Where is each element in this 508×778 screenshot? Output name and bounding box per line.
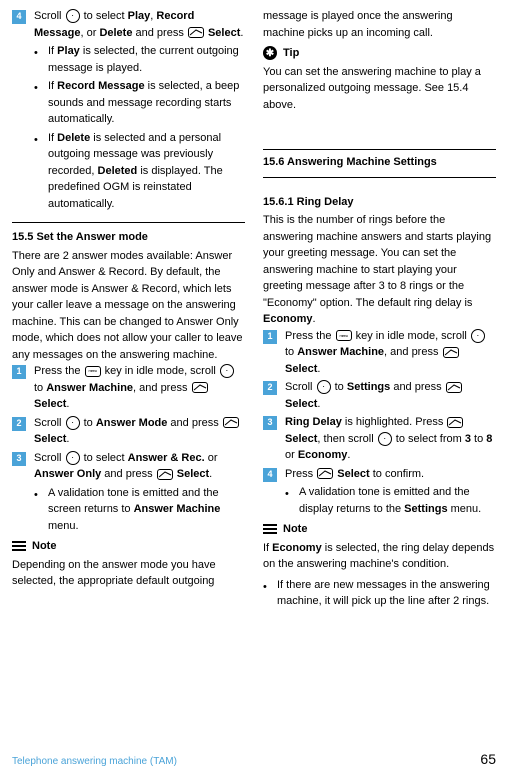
step-number: 1 [12, 365, 26, 379]
softkey-icon [157, 469, 173, 480]
section-divider [12, 222, 245, 223]
note-label: Note [283, 521, 307, 538]
step-item: 2 Scroll to Settings and press Select. [263, 379, 496, 412]
bullet-text: A validation tone is emitted and the dis… [299, 484, 496, 517]
nav-key-icon [220, 364, 234, 378]
nav-key-icon [66, 416, 80, 430]
steps-list: 1 Press the key in idle mode, scroll to A… [12, 363, 245, 483]
bullet-marker: • [34, 132, 40, 213]
step-text: Scroll to Answer Mode and press Select. [34, 415, 245, 448]
tip-label: Tip [283, 45, 299, 62]
nav-key-icon [317, 380, 331, 394]
step-number: 3 [12, 452, 26, 466]
softkey-icon [446, 382, 462, 393]
softkey-icon [188, 27, 204, 38]
step-text: Press the key in idle mode, scroll to An… [285, 328, 496, 378]
step-number: 2 [12, 417, 26, 431]
step-text: Ring Delay is highlighted. Press Select,… [285, 414, 496, 464]
bullet-marker: • [34, 80, 40, 128]
section-15-6-1-body: This is the number of rings before the a… [263, 212, 496, 328]
bullet-item: • If Play is selected, the current outgoi… [34, 43, 245, 76]
step-text: Press the key in idle mode, scroll to An… [34, 363, 245, 413]
bullet-item: •If Record Message is selected, a beep s… [34, 78, 245, 128]
step-number: 1 [263, 330, 277, 344]
page-footer: Telephone answering machine (TAM) 65 [12, 749, 496, 770]
softkey-icon [317, 468, 333, 479]
note-body: Depending on the answer mode you have se… [12, 557, 245, 590]
bullet-marker: • [263, 579, 269, 610]
note-icon [263, 523, 277, 535]
note-heading: Note [263, 521, 496, 538]
section-divider [263, 177, 496, 178]
footer-title: Telephone answering machine (TAM) [12, 754, 177, 769]
step-text: Scroll to select Answer & Rec. or Answer… [34, 450, 245, 483]
right-column: message is played once the answering mac… [263, 8, 496, 728]
steps-list: 1 Press the key in idle mode, scroll to A… [263, 328, 496, 483]
note-heading: Note [12, 538, 245, 555]
note-body: If Economy is selected, the ring delay d… [263, 540, 496, 573]
bullet-list: •If Play is selected, the current outgoi… [12, 43, 245, 212]
softkey-icon [223, 417, 239, 428]
note-icon [12, 540, 26, 552]
validation-bullet: • A validation tone is emitted and the s… [34, 485, 245, 535]
left-column: 4 Scroll to select Play, Record Message,… [12, 8, 245, 728]
step-item: 4 Press Select to confirm. [263, 466, 496, 483]
step-text: Scroll to Settings and press Select. [285, 379, 496, 412]
bullet-text: If Play is selected, the current outgoin… [48, 43, 245, 76]
bullet-marker: • [285, 486, 291, 517]
bullet-item: •If Delete is selected and a personal ou… [34, 130, 245, 213]
tip-icon: ✱ [263, 46, 277, 60]
step-item: 3 Scroll to select Answer & Rec. or Answe… [12, 450, 245, 483]
softkey-icon [443, 347, 459, 358]
note-label: Note [32, 538, 56, 555]
step-text: Press Select to confirm. [285, 466, 496, 483]
step-number: 3 [263, 416, 277, 430]
step-item: 1 Press the key in idle mode, scroll to A… [12, 363, 245, 413]
step-4: 4 Scroll to select Play, Record Message,… [12, 8, 245, 41]
section-15-6-1-heading: 15.6.1 Ring Delay [263, 194, 496, 211]
bullet-text: If there are new messages in the answeri… [277, 577, 496, 610]
note-bullet: • If there are new messages in the answe… [263, 577, 496, 610]
spacer [263, 182, 496, 190]
nav-key-icon [66, 9, 80, 23]
bullet-marker: • [34, 45, 40, 76]
page-number: 65 [480, 749, 496, 770]
menu-key-icon [336, 330, 352, 341]
spacer [263, 113, 496, 143]
step-number: 2 [263, 381, 277, 395]
nav-key-icon [66, 451, 80, 465]
step-item: 3 Ring Delay is highlighted. Press Select… [263, 414, 496, 464]
bullet-text: A validation tone is emitted and the scr… [48, 485, 245, 535]
step-number: 4 [12, 10, 26, 24]
softkey-icon [447, 417, 463, 428]
step-item: 1 Press the key in idle mode, scroll to A… [263, 328, 496, 378]
continuation-text: message is played once the answering mac… [263, 8, 496, 41]
menu-key-icon [85, 366, 101, 377]
nav-key-icon [471, 329, 485, 343]
step-item: 2 Scroll to Answer Mode and press Select. [12, 415, 245, 448]
step-text: Scroll to select Play, Record Message, o… [34, 8, 245, 41]
nav-key-icon [378, 432, 392, 446]
bullet-marker: • [34, 487, 40, 535]
tip-heading: ✱ Tip [263, 45, 496, 62]
section-15-5-heading: 15.5 Set the Answer mode [12, 229, 245, 246]
section-divider [263, 149, 496, 150]
bullet-text: If Delete is selected and a personal out… [48, 130, 245, 213]
validation-bullet: • A validation tone is emitted and the d… [285, 484, 496, 517]
section-15-5-body: There are 2 answer modes available: Answ… [12, 248, 245, 364]
section-15-6-heading: 15.6 Answering Machine Settings [263, 154, 496, 171]
bullet-text: If Record Message is selected, a beep so… [48, 78, 245, 128]
tip-body: You can set the answering machine to pla… [263, 64, 496, 114]
step-number: 4 [263, 468, 277, 482]
softkey-icon [192, 382, 208, 393]
